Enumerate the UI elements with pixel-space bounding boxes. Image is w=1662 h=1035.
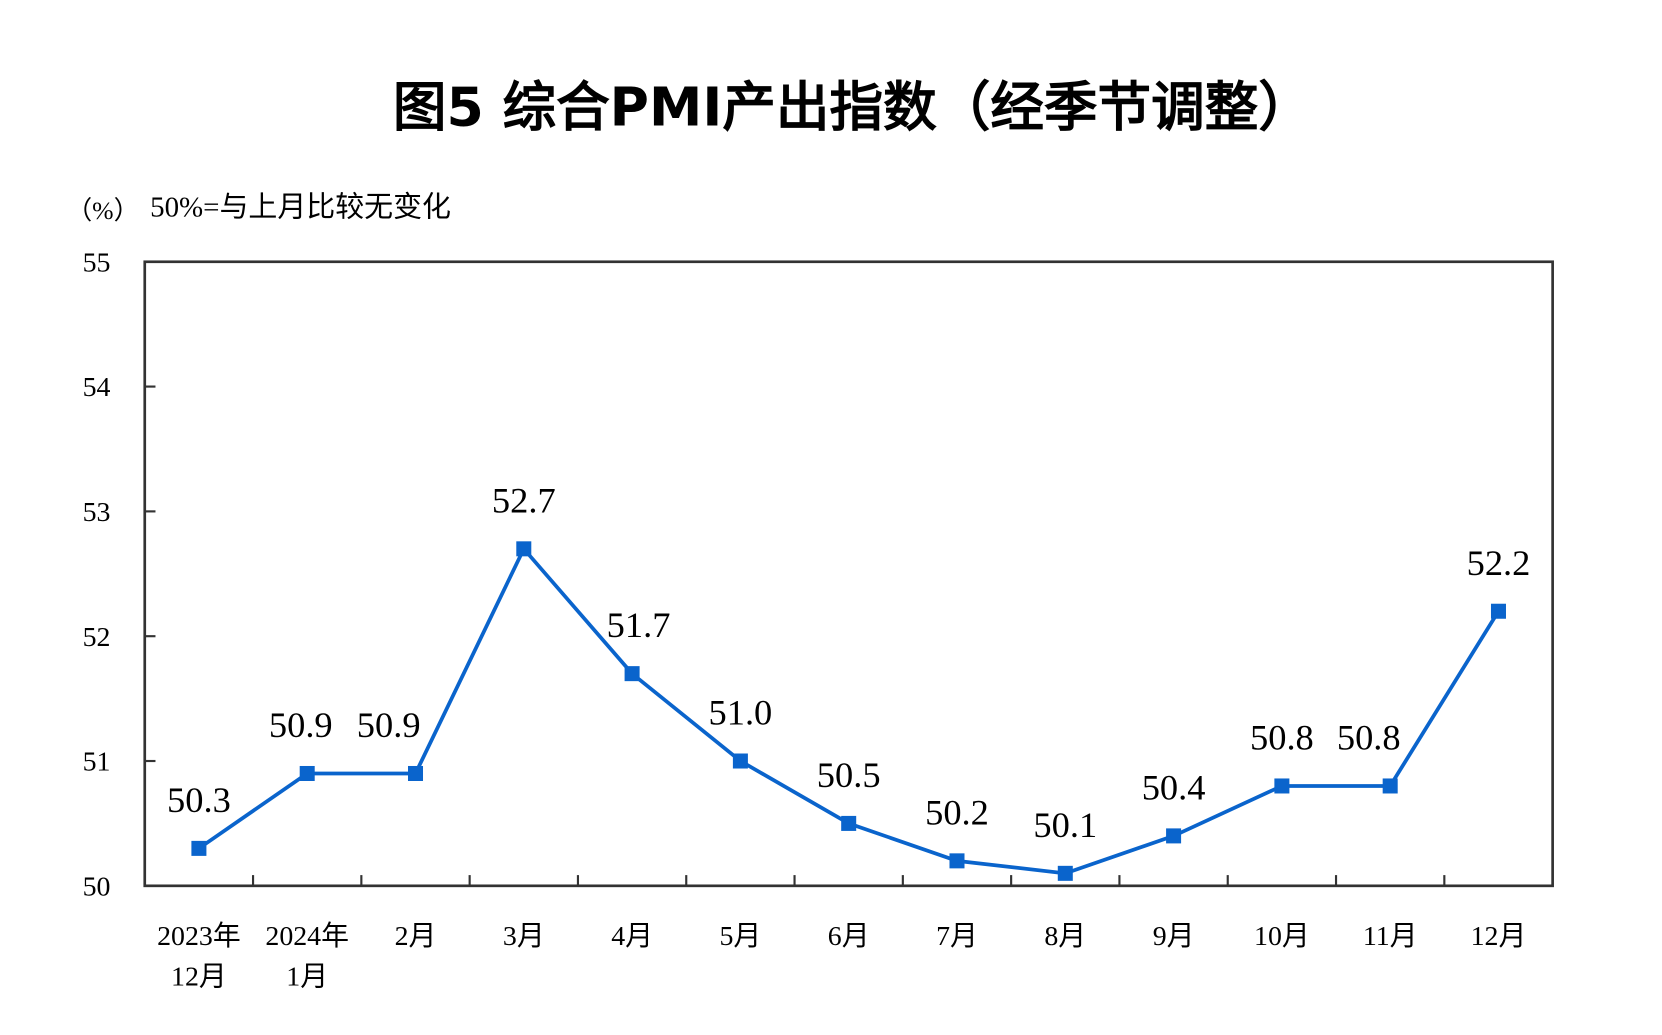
data-label: 50.5 [817,755,881,795]
data-point [841,815,857,831]
data-point [1166,828,1182,844]
data-label: 50.9 [357,705,421,745]
data-label: 50.8 [1337,718,1401,758]
x-tick-label: 2024年 [265,920,349,952]
y-tick-label: 55 [83,247,111,278]
data-point [191,840,207,856]
plot-frame [143,260,1554,888]
y-tick-label: 51 [83,747,111,778]
data-point [732,753,748,769]
data-label: 50.1 [1033,805,1097,845]
x-tick-label: 2023年 [157,920,241,952]
x-tick-label: 10月 [1254,921,1310,952]
data-point [1274,778,1290,794]
data-point [1057,865,1073,881]
data-label: 50.9 [269,705,333,745]
x-tick-label: 6月 [828,921,870,952]
data-label: 52.7 [492,480,556,520]
data-label: 50.4 [1142,767,1206,807]
x-tick-label: 3月 [503,921,545,952]
chart-annotation: 50%=与上月比较无变化 [150,192,451,224]
x-tick-label: 5月 [719,921,761,952]
y-tick-label: 52 [83,622,111,653]
y-axis-unit: （%） [66,196,139,225]
x-tick-label: 12月 [171,962,227,993]
data-label: 50.8 [1250,718,1314,758]
data-label: 52.2 [1467,543,1531,583]
x-tick-label: 7月 [936,921,978,952]
x-tick-label: 11月 [1363,921,1418,952]
x-tick-label: 2月 [395,921,437,952]
data-point [949,853,965,869]
data-point [1382,778,1398,794]
data-point [1490,603,1506,619]
y-tick-label: 50 [83,871,111,902]
y-tick-label: 53 [83,497,111,528]
data-point [299,765,315,781]
x-tick-label: 8月 [1044,921,1086,952]
chart-title: 图5 综合PMI产出指数（经季节调整） [393,76,1312,139]
data-label: 51.7 [607,605,671,645]
x-tick-label: 1月 [286,962,328,993]
y-tick-label: 54 [83,372,111,403]
x-tick-label: 12月 [1471,921,1527,952]
data-point [516,541,532,557]
x-tick-label: 9月 [1153,921,1195,952]
data-label: 50.2 [925,792,989,832]
data-label: 51.0 [709,693,773,733]
data-point [407,765,424,781]
data-point [624,666,640,682]
x-tick-label: 4月 [611,921,653,952]
data-label: 50.3 [167,780,231,820]
